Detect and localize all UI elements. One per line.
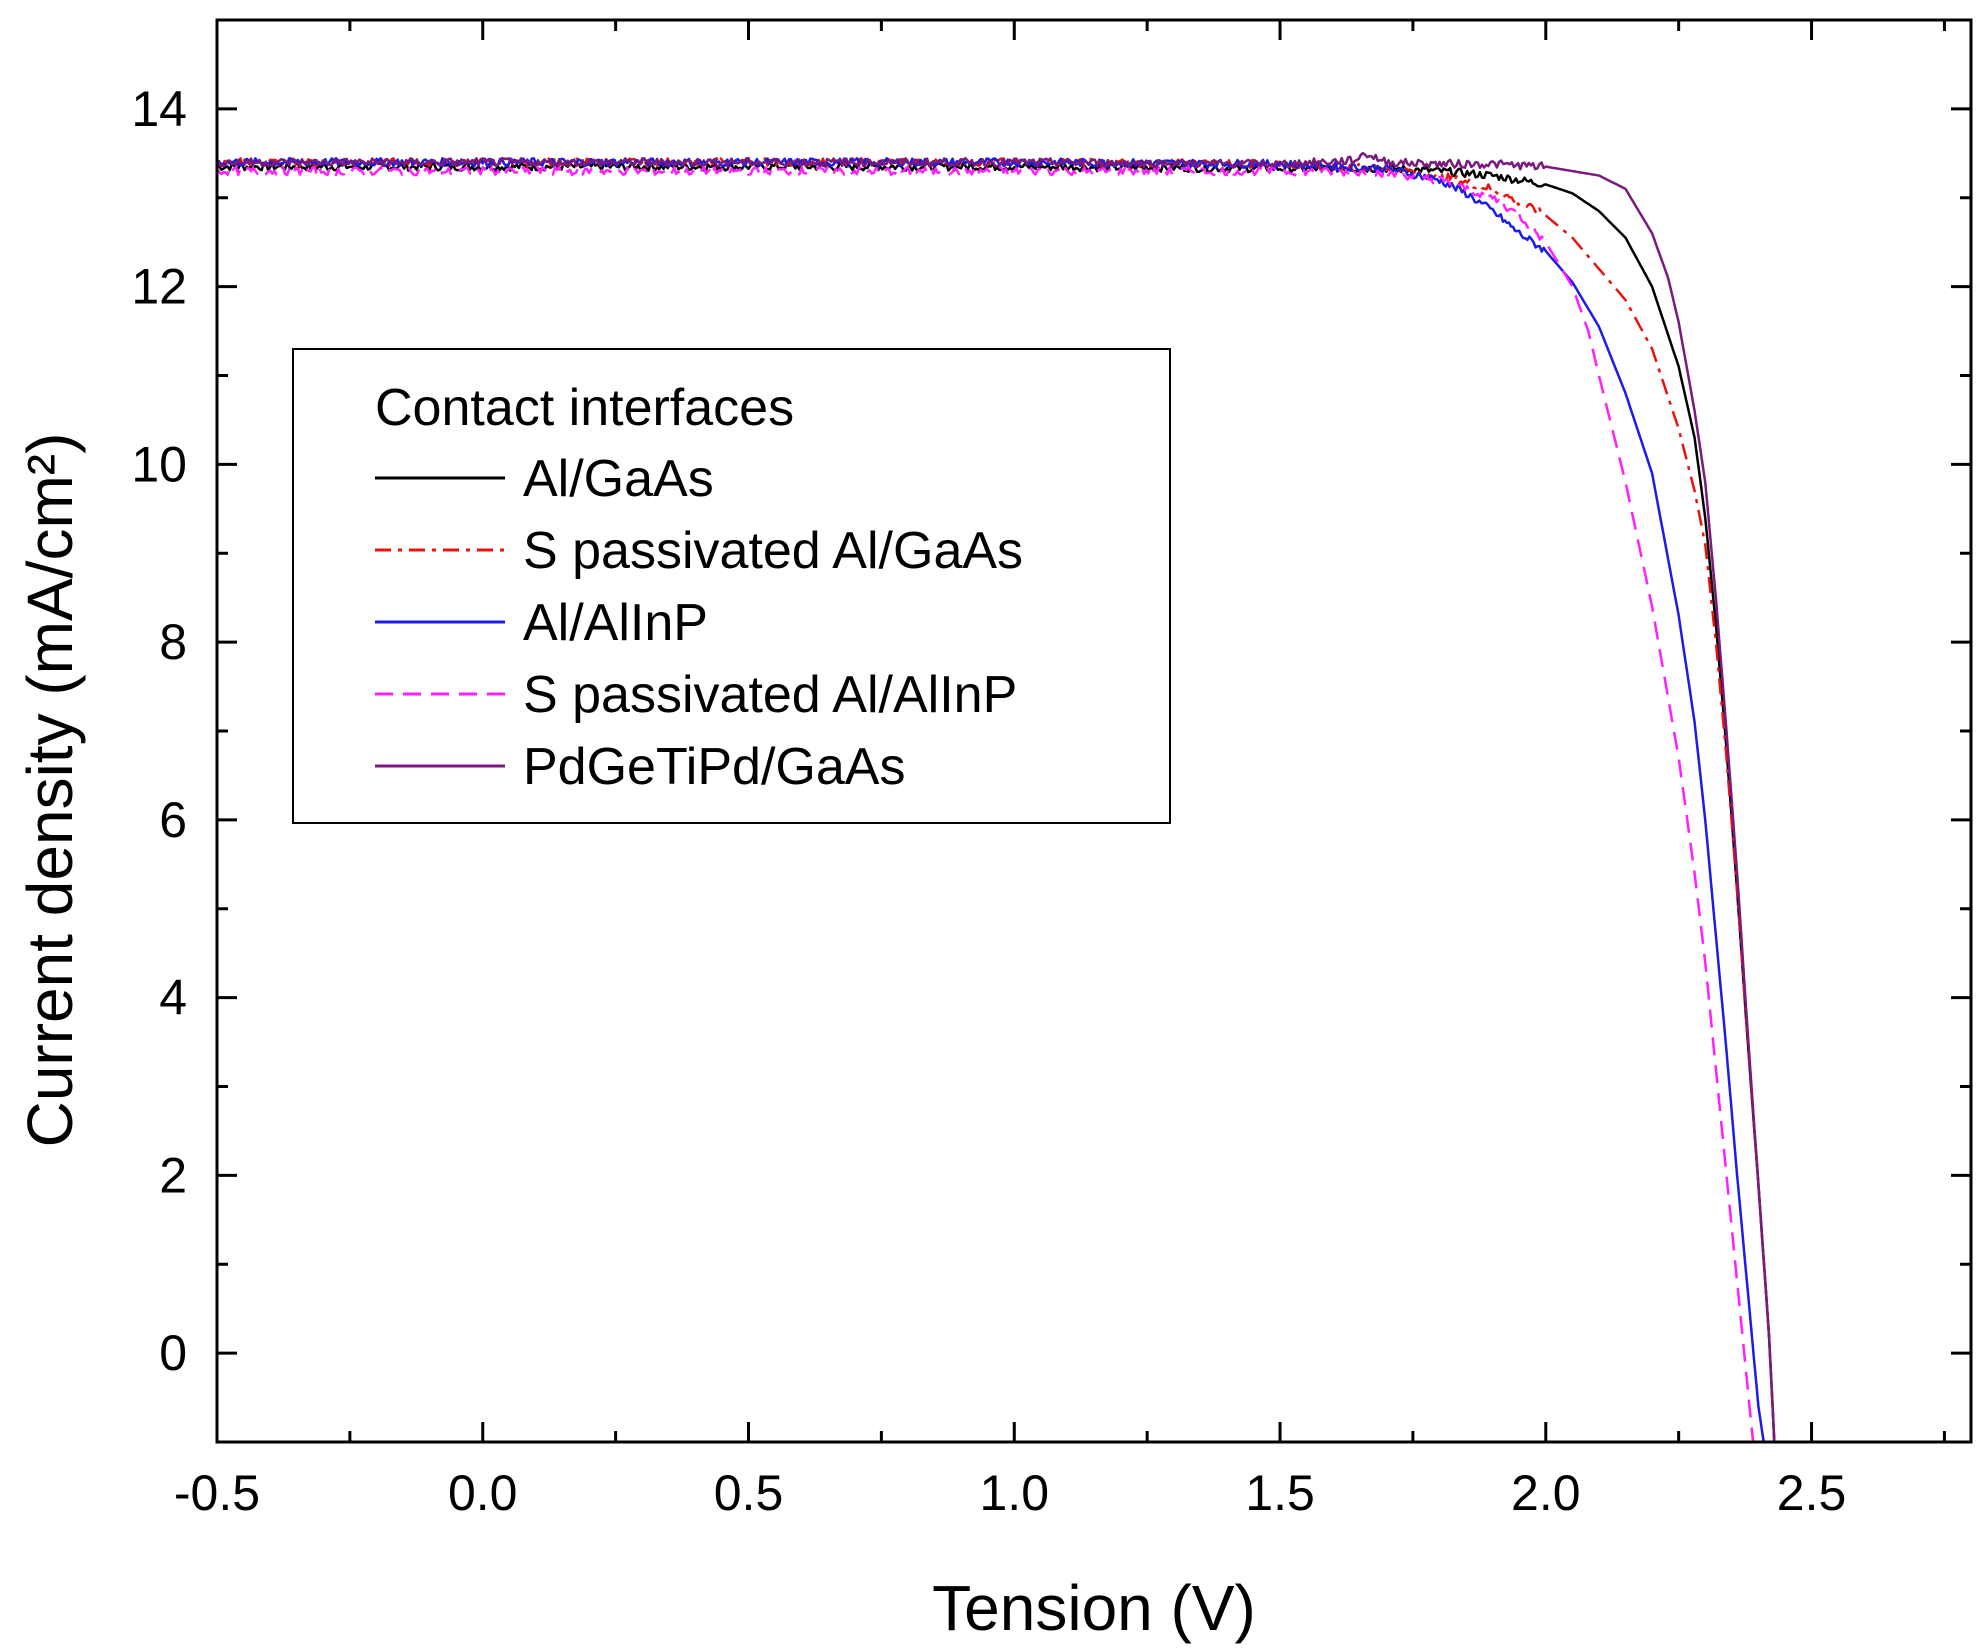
y-tick-label: 6 — [159, 792, 187, 848]
x-axis-title: Tension (V) — [932, 1572, 1256, 1644]
y-tick-labels: 0 2 4 6 8 10 12 14 — [131, 81, 187, 1381]
x-tick-label: 1.5 — [1245, 1465, 1315, 1521]
legend-label: Al/GaAs — [523, 450, 714, 508]
legend-label: PdGeTiPd/GaAs — [523, 738, 905, 796]
y-tick-label: 14 — [131, 81, 187, 137]
y-tick-label: 4 — [159, 970, 187, 1026]
x-tick-label: 0.5 — [714, 1465, 784, 1521]
y-tick-label: 12 — [131, 259, 187, 315]
ticks-layer — [215, 18, 1971, 1444]
y-axis-title: Current density (mA/cm²) — [14, 433, 86, 1148]
y-tick-label: 10 — [131, 436, 187, 492]
legend-label: Al/AlInP — [523, 594, 708, 652]
plot-frame — [215, 18, 1973, 1444]
legend-label: S passivated Al/AlInP — [523, 666, 1017, 724]
x-tick-label: -0.5 — [174, 1465, 260, 1521]
y-tick-label: 0 — [159, 1325, 187, 1381]
x-tick-label: 2.5 — [1777, 1465, 1847, 1521]
legend-label: S passivated Al/GaAs — [523, 522, 1023, 580]
y-tick-label: 2 — [159, 1147, 187, 1203]
legend-entries: Al/GaAs S passivated Al/GaAs Al/AlInP S pas… — [375, 450, 1023, 796]
x-tick-label: 2.0 — [1511, 1465, 1581, 1521]
series-line-5 — [217, 151, 1776, 1442]
legend-title: Contact interfaces — [375, 379, 794, 437]
y-tick-label: 8 — [159, 614, 187, 670]
series-line-1 — [217, 161, 1776, 1442]
x-tick-label: 0.0 — [448, 1465, 518, 1521]
series-line-4 — [217, 165, 1755, 1442]
series-layer — [217, 151, 1776, 1442]
x-tick-labels: -0.5 0.0 0.5 1.0 1.5 2.0 2.5 — [174, 1465, 1846, 1521]
legend-box — [292, 348, 1171, 824]
legend: Contact interfaces Al/GaAs S passivated A… — [292, 348, 1171, 824]
x-tick-label: 1.0 — [980, 1465, 1050, 1521]
